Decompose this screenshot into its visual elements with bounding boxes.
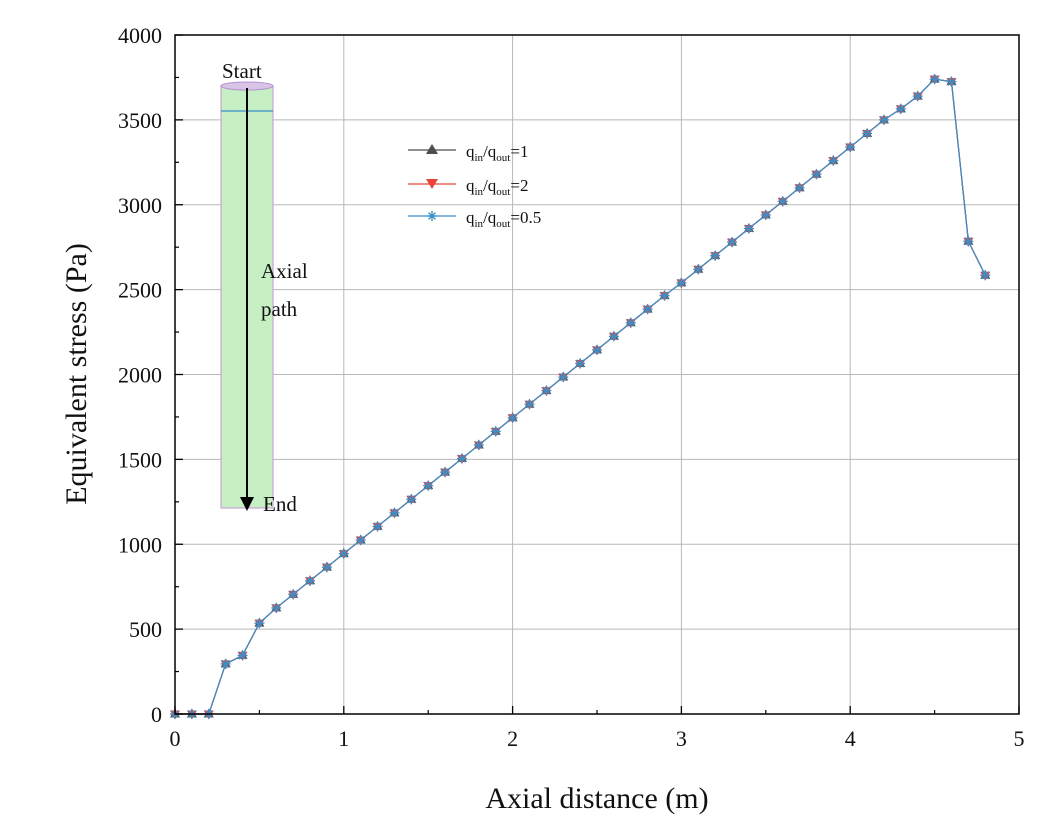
y-tick-label: 2000 (118, 363, 162, 388)
data-point (693, 264, 704, 275)
y-tick-label: 1000 (118, 532, 162, 557)
data-point (743, 223, 754, 234)
legend-marker-3 (427, 211, 437, 221)
y-tick-label: 4000 (118, 23, 162, 48)
data-point (507, 412, 518, 423)
data-point (912, 91, 923, 102)
data-point (558, 372, 569, 383)
legend-marker-1 (426, 144, 438, 154)
data-point (760, 209, 771, 220)
y-axis-title: Equivalent stress (Pa) (60, 243, 93, 505)
data-point (862, 128, 873, 139)
data-point (288, 589, 299, 600)
data-point (456, 453, 467, 464)
legend: qin/qout=1 qin/qout=2 qin/qout=0.5 (408, 142, 541, 230)
data-point (608, 331, 619, 342)
data-point (423, 480, 434, 491)
series-2 (170, 75, 991, 720)
inset-end-label: End (263, 492, 297, 516)
data-point (575, 358, 586, 369)
x-tick-label: 3 (676, 726, 687, 751)
y-tick-label: 0 (151, 702, 162, 727)
data-point (845, 142, 856, 153)
data-point (946, 76, 957, 87)
legend-label-2: qin/qout=2 (466, 176, 528, 198)
y-tick-label: 2500 (118, 278, 162, 303)
y-tick-label: 500 (129, 617, 162, 642)
data-point (727, 237, 738, 248)
data-point (929, 74, 940, 85)
series-3 (170, 74, 991, 719)
data-point (878, 114, 889, 125)
data-point (963, 236, 974, 247)
data-point (980, 270, 991, 281)
data-point (811, 169, 822, 180)
legend-item-2: qin/qout=2 (408, 176, 528, 198)
series-line-1 (175, 78, 986, 715)
data-point (355, 535, 366, 546)
data-point (372, 521, 383, 532)
x-tick-label: 2 (507, 726, 518, 751)
data-point (406, 494, 417, 505)
axes-layer: 0 1 2 3 4 5 0 500 1000 1500 2000 2500 3000 3500 4000 (118, 23, 1025, 751)
data-point (305, 575, 316, 586)
data-point (338, 548, 349, 559)
x-tick-label: 5 (1014, 726, 1025, 751)
data-point (321, 562, 332, 573)
series-line-3 (175, 78, 986, 715)
data-point (592, 344, 602, 355)
legend-item-1: qin/qout=1 (408, 142, 528, 164)
data-point (254, 618, 265, 629)
y-tick-label: 3500 (118, 108, 162, 133)
data-point (642, 304, 653, 315)
legend-item-3: qin/qout=0.5 (408, 208, 541, 230)
grid-layer (175, 35, 1019, 714)
legend-label-1: qin/qout=1 (466, 142, 528, 164)
inset-illustration: Start Axial path End (220, 59, 308, 516)
data-point (237, 650, 248, 661)
data-point (389, 507, 400, 518)
data-point (271, 602, 282, 613)
data-point (473, 439, 484, 450)
data-point (676, 277, 687, 288)
x-tick-label: 4 (845, 726, 856, 751)
series-1 (170, 73, 991, 718)
data-point (440, 467, 451, 478)
data-point (659, 290, 670, 301)
series-line-2 (175, 78, 986, 715)
x-tick-label: 0 (170, 726, 181, 751)
data-point (541, 385, 552, 396)
y-tick-label: 1500 (118, 447, 162, 472)
data-point (625, 317, 636, 328)
x-axis-title: Axial distance (m) (485, 782, 708, 815)
data-point (710, 250, 721, 261)
inset-arrow-head (240, 497, 254, 511)
inset-path-label-line1: Axial (261, 259, 308, 283)
data-point (794, 182, 805, 193)
data-point (524, 399, 535, 410)
data-point (895, 103, 906, 114)
inset-start-label: Start (222, 59, 262, 83)
series-layer (170, 73, 991, 720)
legend-marker-2 (426, 179, 438, 189)
legend-label-3: qin/qout=0.5 (466, 208, 541, 230)
x-tick-label: 1 (338, 726, 349, 751)
data-point (490, 426, 501, 437)
y-tick-label: 3000 (118, 193, 162, 218)
data-point (828, 155, 839, 166)
inset-path-label-line2: path (261, 297, 298, 321)
data-point (777, 196, 788, 207)
data-point (220, 658, 231, 669)
